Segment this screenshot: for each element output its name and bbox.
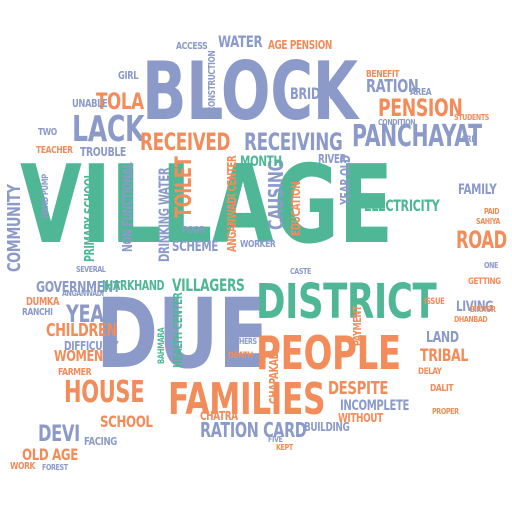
word-benefit: BENEFIT: [366, 69, 400, 80]
word-lack: LACK: [72, 109, 145, 150]
word-card: CARD: [456, 135, 477, 145]
word-receiving: RECEIVING: [244, 128, 343, 156]
word-tribal: TRIBAL: [420, 346, 469, 366]
word-ration-card: RATION CARD: [200, 418, 307, 442]
word-jharkhand: JHARKHAND: [102, 279, 165, 294]
word-proper: PROPER: [432, 407, 459, 416]
word-old-age: OLD AGE: [22, 445, 78, 464]
word-pension: PENSION: [378, 94, 463, 122]
word-chatra: CHATRA: [200, 409, 238, 423]
word-payment: PAYMENT: [351, 305, 364, 346]
word-family: FAMILY: [458, 182, 497, 198]
word-children: CHILDREN: [46, 320, 117, 341]
word-land: LAND: [426, 328, 459, 346]
word-without: WITHOUT: [338, 411, 383, 425]
word-construction: CONSTRUCTION: [207, 50, 218, 112]
word-unable: UNABLE: [72, 97, 108, 110]
word-people: PEOPLE: [256, 326, 401, 380]
word-kept: KEPT: [276, 443, 293, 452]
word-caste: CASTE: [290, 267, 311, 276]
word-government: GOVERNMENT: [36, 278, 121, 296]
word-incomplete: INCOMPLETE: [340, 398, 410, 414]
word-difficulty: DIFFICULTY: [64, 339, 119, 353]
word-health-center: HEALTH CENTER: [171, 292, 185, 368]
word-bridge: BRIDGE: [290, 84, 337, 103]
word-villagers: VILLAGERS: [172, 276, 245, 296]
word-bahmara: BAHMARA: [157, 327, 167, 364]
word-ration: RATION: [366, 76, 419, 97]
word-girl: GIRL: [118, 69, 139, 82]
word-month: MONTH: [240, 154, 282, 170]
word-due: DUE: [96, 278, 269, 390]
word-paid: PAID: [484, 207, 500, 216]
word-electricity: ELECTRICITY: [364, 196, 440, 215]
word-district: DISTRICT: [256, 274, 437, 330]
word-education: EDUCATION: [289, 181, 303, 236]
word-access: ACCESS: [176, 41, 208, 52]
word-several: SEVERAL: [76, 265, 106, 274]
word-getting: GETTING: [468, 277, 501, 287]
word-women: WOMEN: [54, 347, 104, 365]
word-primary-school: PRIMARY SCHOOL: [83, 172, 98, 262]
word-building: BUILDING: [304, 420, 350, 434]
word-water: WATER: [218, 32, 263, 51]
word-block: BLOCK: [142, 45, 358, 138]
word-five: FIVE: [268, 435, 283, 444]
word-devi: DEVI: [38, 422, 80, 447]
word-dalit: DALIT: [430, 383, 454, 394]
word-house: HOUSE: [64, 375, 145, 410]
word-age-pension: AGE PENSION: [268, 38, 332, 52]
word-toilet: TOILET: [172, 156, 197, 218]
word-trouble: TROUBLE: [80, 145, 126, 159]
word-causing: CAUSING: [264, 159, 288, 230]
word-area: AREA: [410, 87, 432, 98]
word-worker: WORKER: [240, 239, 276, 250]
word-drinking-water: DRINKING WATER: [157, 167, 173, 262]
word-road: ROAD: [456, 226, 507, 254]
word-anganwadi-center: ANGANWADI CENTER: [225, 155, 239, 252]
word-dumka: DUMKA: [26, 295, 60, 308]
word-hand-pump: HAND PUMP: [41, 174, 51, 218]
word-scheme: SCHEME: [172, 239, 218, 255]
word-school: SCHOOL: [100, 412, 153, 431]
word-death: DEATH: [228, 351, 253, 361]
word-teacher: TEACHER: [36, 145, 73, 156]
word-living: LIVING: [456, 299, 494, 315]
word-village: VILLAGE: [20, 143, 393, 268]
word-one: ONE: [484, 261, 498, 270]
word-year: YEAR: [66, 300, 117, 328]
word-chapakal: CHAPAKAL: [267, 354, 281, 404]
word-river: RIVER: [318, 152, 347, 166]
word-year-old: YEAR OLD: [339, 155, 354, 205]
word-delay: DELAY: [418, 367, 442, 377]
word-non-functional: NON FUNCTIONAL: [121, 162, 136, 252]
word-tola: TOLA: [96, 90, 144, 115]
word-received: RECEIVED: [140, 128, 231, 156]
word-others: OTHERS: [230, 337, 257, 346]
word-anganwadi: ANGANWADI: [62, 289, 104, 298]
word-sahiya: SAHIYA: [476, 217, 500, 226]
word-two: TWO: [38, 127, 57, 138]
word-panchayat: PANCHAYAT: [352, 119, 482, 154]
word-condition: CONDITION: [378, 118, 416, 127]
word-birhor: BIRHOR: [470, 305, 496, 314]
word-community: COMMUNITY: [4, 184, 25, 272]
word-farmer: FARMER: [58, 367, 92, 378]
word-work: WORK: [10, 461, 36, 472]
word-families: FAMILIES: [168, 374, 326, 425]
word-dhanbad: DHANBAD: [454, 315, 488, 324]
word-facing: FACING: [84, 435, 117, 448]
word-students: STUDENTS: [454, 113, 489, 122]
word-poor: POOR: [182, 225, 205, 236]
word-forest: FOREST: [42, 463, 68, 472]
word-ranchi: RANCHI: [22, 307, 53, 318]
word-issue: ISSUE: [424, 297, 445, 307]
word-despite: DESPITE: [328, 378, 389, 399]
